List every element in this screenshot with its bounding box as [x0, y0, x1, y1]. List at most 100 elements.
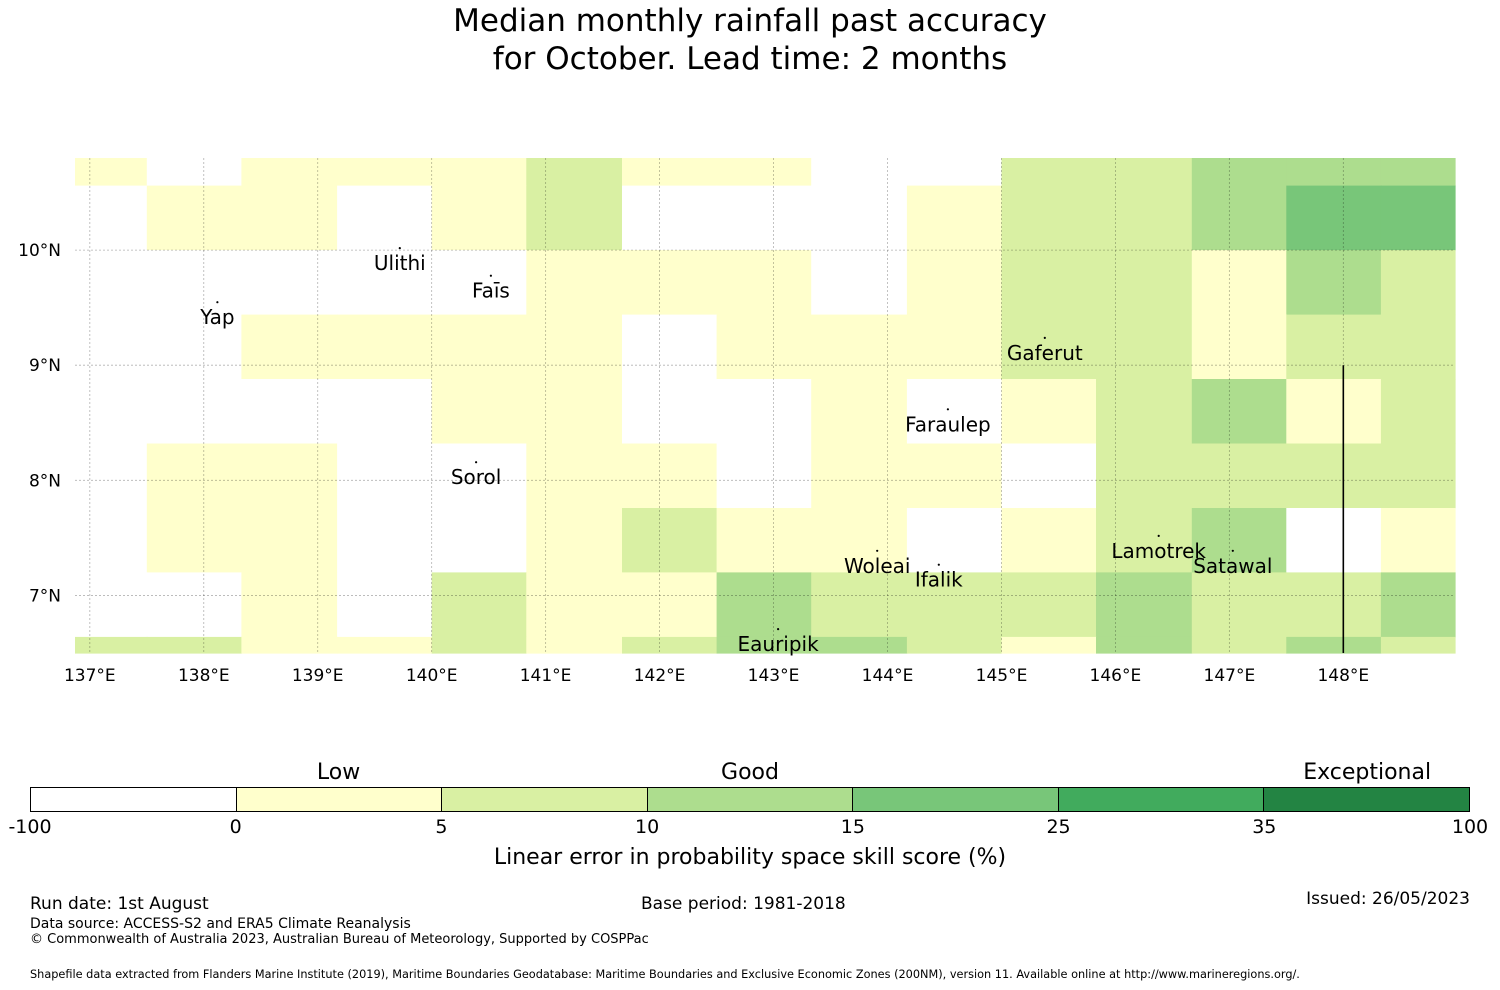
skill-cell — [241, 185, 338, 251]
skill-cell — [1001, 379, 1097, 445]
island-label: Faraulep — [905, 412, 991, 436]
x-tick-label: 140°E — [406, 666, 458, 686]
skill-cell — [622, 636, 718, 654]
skill-cell — [811, 379, 908, 445]
skill-cell — [1286, 443, 1382, 509]
legend-category-label: Low — [316, 760, 361, 785]
island-label: Eauripik — [738, 632, 820, 656]
skill-cell — [906, 250, 1003, 316]
skill-cell — [146, 379, 242, 445]
island-label: Satawal — [1193, 554, 1272, 578]
copyright: © Commonwealth of Australia 2023, Austra… — [30, 932, 649, 947]
skill-cell — [1001, 508, 1097, 574]
skill-cell — [337, 314, 433, 380]
skill-cell — [716, 636, 812, 654]
skill-cell — [1001, 250, 1097, 316]
skill-cell — [75, 314, 148, 380]
colorbar-segment — [31, 788, 237, 811]
skill-grid — [75, 158, 1456, 654]
skill-cell — [146, 250, 242, 316]
skill-cell — [146, 572, 242, 638]
skill-cell — [906, 508, 1003, 574]
colorbar-label: Linear error in probability space skill … — [493, 845, 1007, 870]
skill-cell — [1096, 379, 1193, 445]
island-marker — [937, 563, 940, 566]
skill-cell — [716, 158, 812, 187]
skill-cell — [1096, 636, 1193, 654]
island-label: Sorol — [451, 465, 502, 489]
skill-cell — [526, 314, 623, 380]
island-marker — [216, 301, 219, 304]
island-label: Yap — [199, 305, 234, 329]
skill-cell — [431, 636, 527, 654]
skill-cell — [1191, 508, 1287, 574]
island-marker — [475, 461, 478, 464]
colorbar-segment — [442, 788, 648, 811]
map-plot: Ulithi Faīs Yap Gaferut Faraulep Sorol WoleaiI… — [18, 158, 1456, 686]
skill-cell — [241, 636, 338, 654]
skill-cell — [526, 572, 623, 638]
skill-cell — [811, 508, 908, 574]
skill-cell — [622, 185, 718, 251]
skill-cell — [1096, 250, 1193, 316]
skill-cell — [1380, 636, 1456, 654]
skill-cell — [622, 443, 718, 509]
island-marker — [777, 628, 780, 631]
skill-cell — [1380, 185, 1456, 251]
legend-category-label: Good — [721, 760, 779, 785]
x-tick-label: 139°E — [292, 666, 344, 686]
island-label: Woleai — [844, 554, 911, 578]
skill-cell — [622, 572, 718, 638]
island-marker — [398, 247, 401, 250]
skill-cell — [906, 379, 1003, 445]
y-tick-label: 8°N — [29, 471, 61, 491]
skill-cell — [716, 185, 812, 251]
skill-cell — [431, 379, 527, 445]
issued-date: Issued: 26/05/2023 — [1306, 889, 1470, 909]
skill-cell — [716, 443, 812, 509]
skill-cell — [716, 572, 812, 638]
skill-cell — [75, 572, 148, 638]
x-tick-label: 138°E — [178, 666, 230, 686]
skill-cell — [241, 250, 338, 316]
skill-cell — [146, 314, 242, 380]
colorbar-tick-label: 35 — [1252, 816, 1277, 838]
skill-cell — [431, 572, 527, 638]
colorbar-segment — [853, 788, 1059, 811]
skill-cell — [241, 379, 338, 445]
skill-cell — [1191, 636, 1287, 654]
island-label: Gaferut — [1007, 341, 1083, 365]
skill-cell — [337, 185, 433, 251]
skill-cell — [75, 158, 148, 187]
skill-cell — [1286, 158, 1382, 187]
island-label: Ifalik — [915, 568, 963, 592]
x-tick-label: 141°E — [520, 666, 572, 686]
island-labels: Ulithi Faīs Yap Gaferut Faraulep Sorol WoleaiI… — [199, 247, 1272, 656]
skill-cell — [1191, 314, 1287, 380]
skill-cell — [75, 379, 148, 445]
y-tick-label: 7°N — [29, 586, 61, 606]
skill-cell — [526, 508, 623, 574]
colorbar-segment — [647, 788, 854, 811]
x-tick-label: 146°E — [1090, 666, 1142, 686]
island-marker — [1157, 534, 1160, 538]
skill-cell — [431, 158, 527, 187]
skill-cell — [716, 250, 812, 316]
skill-cell — [1001, 636, 1097, 654]
skill-cell — [75, 508, 148, 574]
skill-cell — [811, 443, 908, 509]
skill-cell — [1001, 158, 1097, 187]
skill-cell — [1380, 250, 1456, 316]
skill-cell — [1286, 572, 1382, 638]
run-date: Run date: 1st August — [30, 894, 209, 914]
colorbar-tick-label: 5 — [435, 816, 448, 838]
island-label: Faīs — [472, 279, 510, 303]
skill-cell — [811, 185, 908, 251]
skill-cell — [1380, 443, 1456, 509]
colorbar-segment — [1264, 788, 1470, 811]
skill-cell — [811, 314, 908, 380]
skill-cell — [1001, 314, 1097, 380]
skill-cell — [1096, 508, 1193, 574]
skill-cell — [1096, 314, 1193, 380]
skill-cell — [146, 158, 242, 187]
